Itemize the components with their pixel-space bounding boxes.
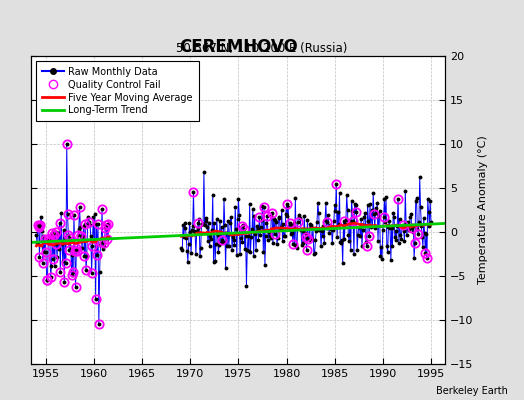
Y-axis label: Temperature Anomaly (°C): Temperature Anomaly (°C) xyxy=(478,136,488,284)
Legend: Raw Monthly Data, Quality Control Fail, Five Year Moving Average, Long-Term Tren: Raw Monthly Data, Quality Control Fail, … xyxy=(36,61,199,121)
Text: 50.567 N, 110.200 E (Russia): 50.567 N, 110.200 E (Russia) xyxy=(176,42,348,55)
Text: Berkeley Earth: Berkeley Earth xyxy=(436,386,508,396)
Title: CEREMHOVO: CEREMHOVO xyxy=(179,38,298,56)
